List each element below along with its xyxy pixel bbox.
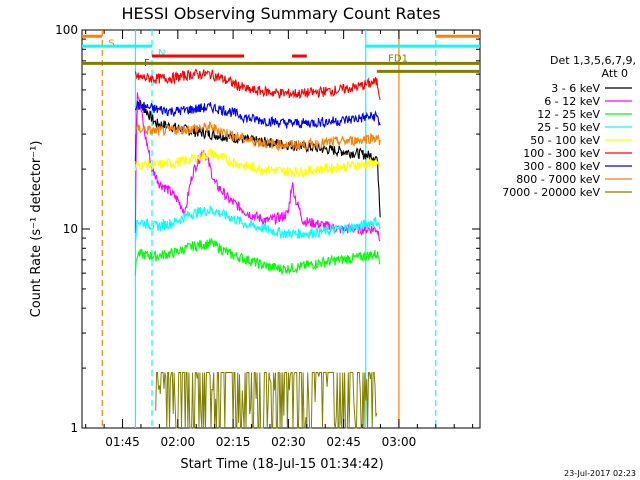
x-axis-label: Start Time (18-Jul-15 01:34:42) [180,457,383,472]
y-tick-label: 1 [70,421,78,435]
series-line-300-800-kev [134,99,381,129]
legend-label-300-800-kev: 300 - 800 keV [523,160,600,173]
legend-label-50-100-kev: 50 - 100 keV [530,134,600,147]
y-axis: 1 10 100 [55,23,480,435]
legend-attenuator: Att 0 [602,67,628,80]
flag-label-fd1: FD1 [388,53,408,64]
y-axis-label: Count Rate (s⁻¹ detector⁻¹) [29,141,44,318]
series-line-12-25-kev [134,237,381,276]
series-line-100-300-kev [134,68,381,101]
series-line-7000-20000-kev [155,372,378,429]
legend-label-100-300-kev: 100 - 300 keV [523,147,600,160]
legend-label-12-25-kev: 12 - 25 keV [537,108,600,121]
flag-label-s: S [108,38,114,49]
series-line-25-50-kev [134,205,381,244]
data-series [134,68,381,429]
legend-header: Det 1,3,5,6,7,9, [550,54,636,67]
chart-title: HESSI Observing Summary Count Rates [121,4,440,23]
y-tick-label: 10 [63,222,78,236]
x-tick-label: 02:30 [271,435,306,449]
flag-label-n: N [158,48,165,59]
x-tick-label: 02:45 [326,435,361,449]
y-tick-label: 100 [55,23,78,37]
x-axis: 01:45 02:00 02:15 02:30 02:45 03:00 [85,30,474,449]
x-tick-label: 03:00 [382,435,417,449]
legend-label-25-50-kev: 25 - 50 keV [537,121,600,134]
flag-bars: SNFFD1 [82,34,480,73]
footer-timestamp: 23-Jul-2017 02:23 [564,469,636,478]
x-tick-label: 01:45 [105,435,140,449]
legend-label-800-7000-kev: 800 - 7000 keV [516,173,600,186]
series-line-50-100-kev [134,147,381,178]
x-tick-label: 02:00 [161,435,196,449]
series-line-800-7000-kev [134,121,381,152]
legend-label-3-6-kev: 3 - 6 keV [551,82,600,95]
legend-label-6-12-kev: 6 - 12 keV [544,95,600,108]
x-tick-label: 02:15 [216,435,251,449]
legend-label-7000-20000-kev: 7000 - 20000 keV [502,186,600,199]
